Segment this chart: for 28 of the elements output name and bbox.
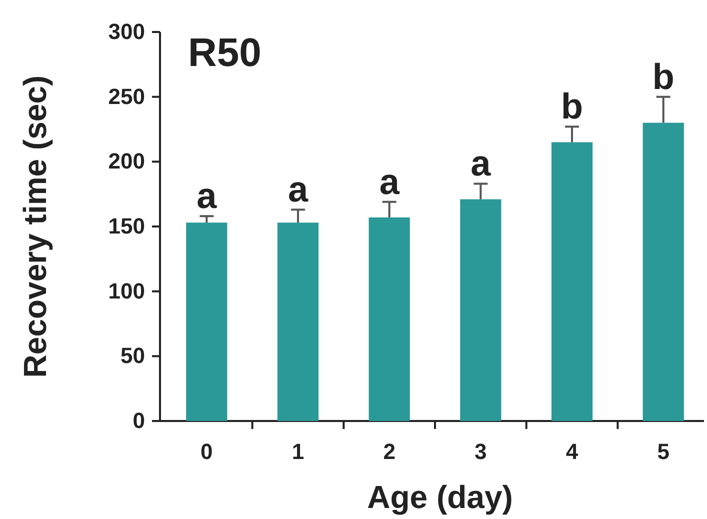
annotation: a bbox=[288, 168, 309, 210]
annotation: a bbox=[470, 142, 492, 184]
x-tick-label: 5 bbox=[657, 439, 670, 464]
bar bbox=[277, 222, 319, 421]
bar bbox=[642, 122, 684, 421]
x-tick-label: 1 bbox=[292, 439, 304, 464]
bar bbox=[186, 222, 228, 421]
x-tick-label: 2 bbox=[383, 439, 396, 464]
y-tick-label: 250 bbox=[108, 84, 145, 109]
y-tick-label: 200 bbox=[108, 148, 145, 174]
y-tick-label: 0 bbox=[132, 408, 145, 434]
annotation: b bbox=[561, 86, 584, 127]
bar bbox=[551, 142, 593, 421]
chart-title: R50 bbox=[188, 31, 262, 75]
x-tick-label: 0 bbox=[200, 439, 213, 464]
x-axis-title: Age (day) bbox=[367, 479, 513, 515]
y-tick-label: 150 bbox=[108, 214, 145, 239]
y-tick-label: 100 bbox=[108, 278, 145, 304]
x-tick-label: 3 bbox=[474, 439, 487, 464]
y-axis-title: Recovery time (sec) bbox=[17, 75, 53, 378]
y-tick-label: 300 bbox=[108, 19, 145, 44]
annotation: b bbox=[652, 56, 674, 97]
bar bbox=[368, 217, 410, 421]
y-tick-label: 50 bbox=[120, 343, 145, 368]
annotation: a bbox=[379, 160, 400, 202]
x-tick-label: 4 bbox=[566, 439, 579, 464]
annotation: a bbox=[196, 175, 218, 216]
bar bbox=[460, 199, 502, 421]
